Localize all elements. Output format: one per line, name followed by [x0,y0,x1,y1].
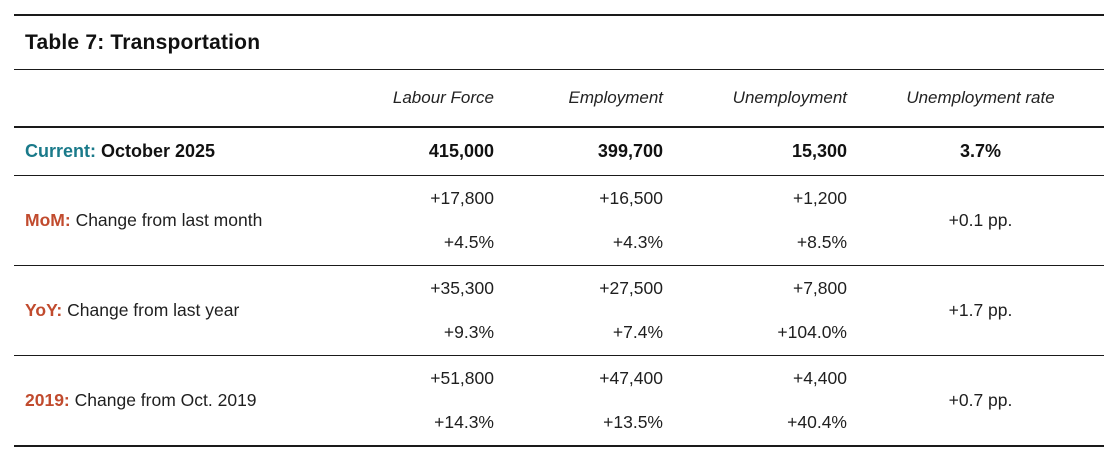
transportation-table: Table 7: Transportation Labour Force Emp… [14,14,1104,447]
header-labour-force: Labour Force [354,69,504,128]
mom-employment-pct: +4.3% [612,232,663,253]
current-employment: 399,700 [504,127,673,176]
current-unemployment-rate: 3.7% [857,127,1104,176]
table-title: Table 7: Transportation [14,15,1104,70]
y2019-unemployment-abs: +4,400 [792,367,847,388]
yoy-label-cell: YoY: Change from last year [14,266,354,356]
y2019-change-group: 2019: Change from Oct. 2019 +51,800 +47,… [14,356,1104,446]
yoy-prefix: YoY: [25,300,63,320]
mom-unemployment-pct: +8.5% [796,232,847,253]
mom-pct-row: +4.5% +4.3% +8.5% [14,221,1104,266]
mom-abs-row: MoM: Change from last month +17,800 +16,… [14,176,1104,230]
y2019-rate-change: +0.7 pp. [948,389,1013,410]
current-prefix: Current: [25,141,96,161]
y2019-abs-row: 2019: Change from Oct. 2019 +51,800 +47,… [14,356,1104,410]
yoy-labour-force-abs: +35,300 [430,277,494,298]
yoy-unemployment-pct: +104.0% [777,322,847,343]
y2019-unemployment-pct: +40.4% [787,412,847,432]
mom-rate-change: +0.1 pp. [948,210,1013,230]
y2019-labour-force-abs: +51,800 [430,367,494,388]
column-header-row: Labour Force Employment Unemployment Une… [14,69,1104,128]
mom-label-cell: MoM: Change from last month [14,176,354,266]
y2019-labour-force-pct: +14.3% [434,412,494,432]
y2019-employment-abs: +47,400 [599,367,663,388]
mom-labour-force-abs: +17,800 [430,187,494,208]
mom-labour-force-pct: +4.5% [443,232,494,253]
yoy-employment-pct: +7.4% [612,322,663,343]
header-spacer [14,69,354,128]
mom-unemployment-abs: +1,200 [792,187,847,208]
yoy-unemployment-abs: +7,800 [792,277,847,298]
mom-employment-abs: +16,500 [599,187,663,208]
y2019-label-cell: 2019: Change from Oct. 2019 [14,356,354,446]
yoy-change-group: YoY: Change from last year +35,300 +27,5… [14,266,1104,356]
mom-prefix: MoM: [25,210,71,230]
mom-label: Change from last month [75,210,263,230]
header-unemployment-rate: Unemployment rate [857,69,1104,128]
yoy-rate-change: +1.7 pp. [948,300,1013,320]
yoy-labour-force-pct: +9.3% [443,322,494,343]
stats-table: Table 7: Transportation Labour Force Emp… [14,14,1104,447]
yoy-pct-row: +9.3% +7.4% +104.0% [14,311,1104,356]
current-unemployment: 15,300 [673,127,857,176]
y2019-prefix: 2019: [25,389,70,410]
current-labour-force: 415,000 [354,127,504,176]
y2019-employment-pct: +13.5% [603,412,663,432]
header-unemployment: Unemployment [673,69,857,128]
mom-change-group: MoM: Change from last month +17,800 +16,… [14,176,1104,266]
current-label-cell: Current: October 2025 [14,127,354,176]
header-employment: Employment [504,69,673,128]
y2019-label: Change from Oct. 2019 [74,389,257,410]
yoy-label: Change from last year [67,300,240,320]
current-period: October 2025 [101,141,216,161]
y2019-pct-row: +14.3% +13.5% +40.4% [14,401,1104,446]
yoy-abs-row: YoY: Change from last year +35,300 +27,5… [14,266,1104,320]
title-row: Table 7: Transportation [14,15,1104,70]
yoy-employment-abs: +27,500 [599,277,663,298]
current-row: Current: October 2025 415,000 399,700 15… [14,127,1104,176]
